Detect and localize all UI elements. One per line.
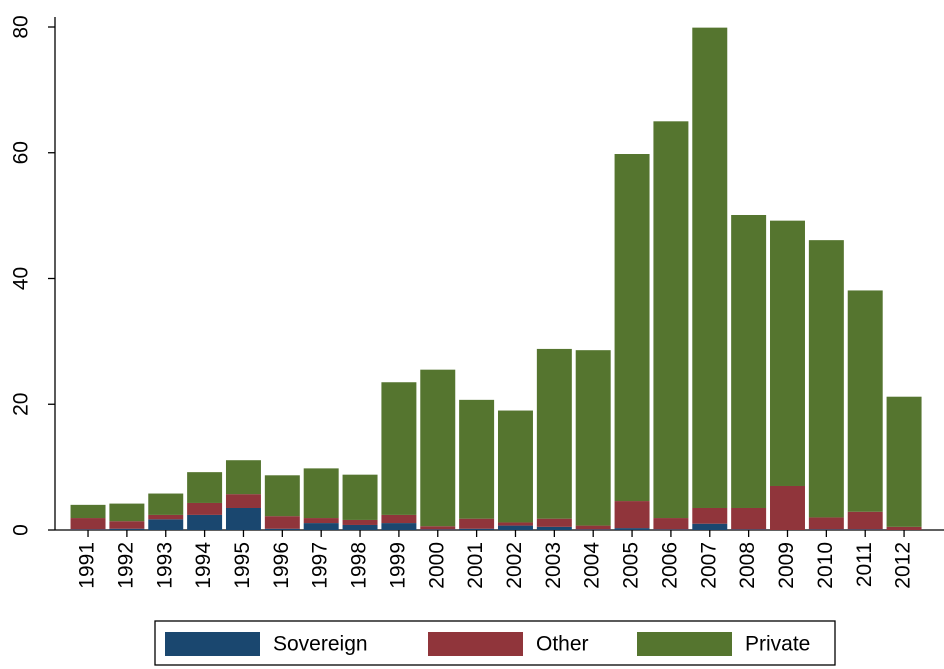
bar-segment: [148, 514, 184, 520]
x-tick-label: 1999: [386, 542, 409, 589]
bar-segment: [109, 528, 145, 530]
legend-swatch: [637, 632, 732, 656]
bar-segment: [497, 522, 533, 526]
bar-segment: [225, 507, 261, 530]
bar-segment: [770, 220, 805, 486]
bar-segment: [459, 399, 495, 519]
x-tick-label: 1996: [270, 542, 293, 589]
bar-segment: [342, 519, 378, 525]
bar-segment: [264, 475, 300, 517]
bar-segment: [847, 511, 883, 530]
y-tick-label: 80: [10, 15, 33, 38]
bar-segment: [264, 528, 300, 530]
y-tick-label: 20: [10, 393, 33, 416]
x-tick-label: 1997: [309, 542, 332, 589]
bar-segment: [575, 350, 611, 526]
bar-segment: [420, 529, 456, 530]
bar-segment: [808, 240, 844, 518]
bar-segment: [303, 518, 339, 524]
y-tick-label: 0: [10, 524, 33, 536]
bar-segment: [614, 154, 650, 502]
x-tick-label: 2003: [542, 542, 565, 589]
x-tick-label: 2007: [697, 542, 720, 589]
bar-segment: [303, 523, 339, 530]
bar-segment: [225, 460, 261, 495]
bar-segment: [148, 519, 184, 530]
legend-label: Sovereign: [273, 633, 368, 656]
bar-segment: [653, 529, 689, 530]
bar-segment: [731, 529, 767, 530]
bar-segment: [342, 524, 378, 530]
bar-segment: [536, 526, 572, 530]
bar-segment: [886, 396, 922, 527]
bar-segment: [70, 518, 106, 530]
bar-segment: [692, 523, 728, 530]
bar-segment: [692, 507, 728, 524]
bar-segment: [420, 369, 456, 527]
x-tick-label: 1993: [153, 542, 176, 589]
bar-segment: [731, 507, 767, 530]
x-tick-label: 2006: [658, 542, 681, 589]
bar-segment: [770, 485, 805, 530]
bar-segment: [731, 214, 767, 508]
x-tick-label: 2011: [853, 542, 876, 587]
bar-segment: [808, 517, 844, 530]
bar-segment: [70, 529, 106, 530]
bar-segment: [109, 503, 145, 522]
x-tick-label: 1995: [231, 542, 254, 589]
bar-segment: [70, 504, 106, 519]
x-tick-label: 1991: [76, 542, 99, 589]
x-tick-label: 2004: [581, 542, 604, 589]
bar-segment: [614, 528, 650, 530]
bar-segment: [381, 523, 417, 530]
bar-segment: [653, 121, 689, 519]
x-tick-label: 2012: [892, 542, 915, 589]
legend-label: Private: [745, 633, 810, 656]
bar-segment: [497, 525, 533, 530]
bar-segment: [187, 502, 223, 515]
bar-segment: [575, 525, 611, 530]
x-tick-label: 2008: [736, 542, 759, 589]
x-tick-label: 2005: [620, 542, 643, 589]
bar-segment: [847, 290, 883, 512]
bar-segment: [303, 468, 339, 519]
bar-segment: [264, 516, 300, 529]
bar-segment: [459, 528, 495, 530]
bar-segment: [109, 521, 145, 529]
x-tick-label: 1994: [192, 542, 215, 589]
bar-segment: [692, 27, 728, 508]
bar-segment: [381, 514, 417, 524]
bar-segment: [536, 348, 572, 519]
bar-segment: [536, 518, 572, 527]
bar-segment: [342, 474, 378, 520]
bar-segment: [148, 493, 184, 515]
x-tick-label: 2010: [814, 542, 837, 589]
x-tick-label: 2002: [503, 542, 526, 589]
bar-segment: [459, 518, 495, 529]
x-tick-label: 2009: [775, 542, 798, 589]
bar-segment: [187, 514, 223, 530]
x-tick-label: 2000: [425, 542, 448, 589]
y-tick-label: 40: [10, 267, 33, 290]
x-tick-label: 1998: [348, 542, 371, 589]
legend-label: Other: [536, 633, 589, 656]
x-tick-label: 2001: [464, 542, 487, 589]
bar-segment: [225, 494, 261, 508]
bar-segment: [847, 529, 883, 530]
bar-segment: [614, 501, 650, 529]
legend-swatch: [165, 632, 260, 656]
legend-swatch: [428, 632, 523, 656]
bar-segment: [381, 382, 417, 515]
x-tick-label: 1992: [114, 542, 137, 589]
bar-segment: [575, 529, 611, 530]
bar-segment: [497, 410, 533, 523]
bar-segment: [420, 526, 456, 530]
bar-segment: [808, 529, 844, 530]
bar-segment: [653, 518, 689, 530]
bar-segment: [187, 472, 223, 503]
y-tick-label: 60: [10, 141, 33, 164]
bar-segment: [886, 526, 922, 530]
